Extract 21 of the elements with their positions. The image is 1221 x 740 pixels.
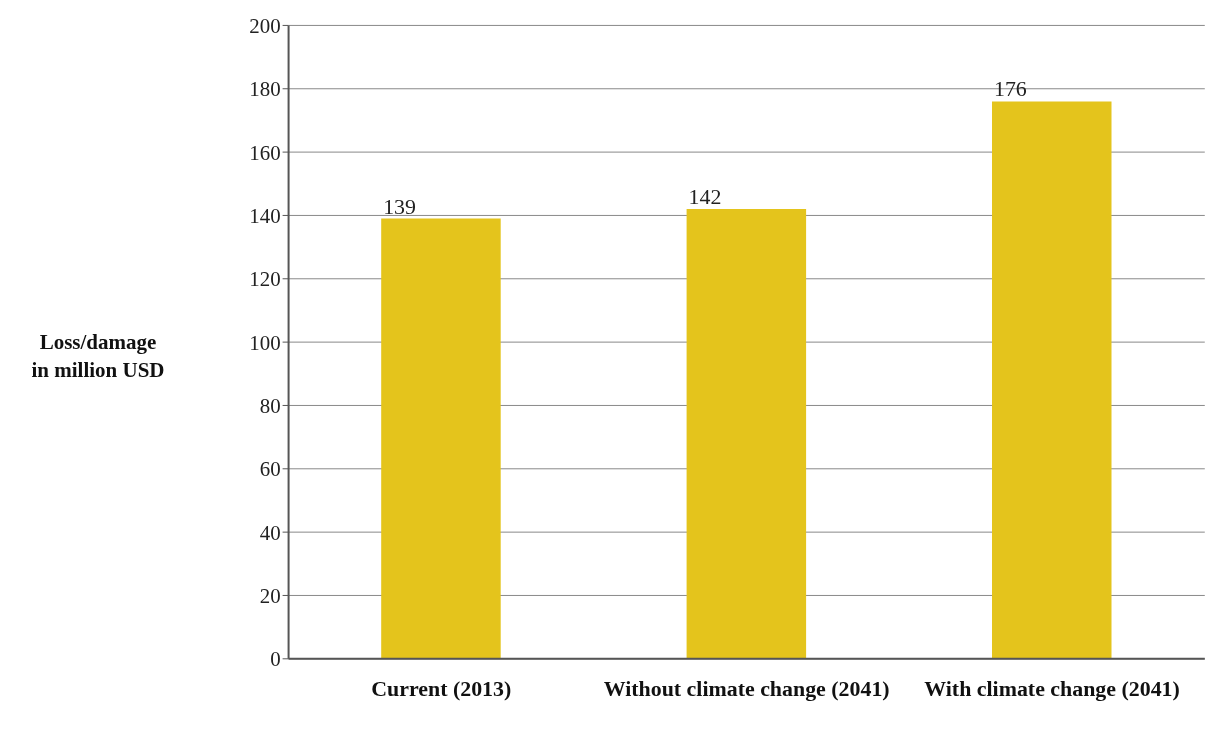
- bar: [381, 218, 501, 659]
- y-tick-label: 180: [249, 77, 281, 102]
- y-tick-label: 160: [249, 140, 281, 165]
- x-tick-label: Current (2013): [371, 676, 512, 702]
- bar: [686, 209, 807, 659]
- y-tick-label: 0: [270, 647, 281, 672]
- data-label: 176: [994, 76, 1028, 102]
- data-label: 139: [383, 193, 417, 219]
- data-label: 142: [688, 184, 722, 210]
- y-tick-label: 60: [259, 457, 281, 482]
- y-tick-label: 80: [259, 393, 281, 418]
- y-axis-title: Loss/damage in million USD: [30, 329, 166, 384]
- y-tick-label: 140: [249, 203, 281, 228]
- y-tick-label: 40: [259, 520, 281, 545]
- y-tick-label: 120: [249, 267, 281, 292]
- y-tick-label: 100: [249, 330, 281, 355]
- y-tick-label: 20: [259, 583, 281, 608]
- x-tick-label: With climate change (2041): [924, 676, 1181, 702]
- y-tick-label: 200: [249, 13, 281, 38]
- x-tick-label: Without climate change (2041): [603, 676, 890, 702]
- bar: [992, 101, 1112, 659]
